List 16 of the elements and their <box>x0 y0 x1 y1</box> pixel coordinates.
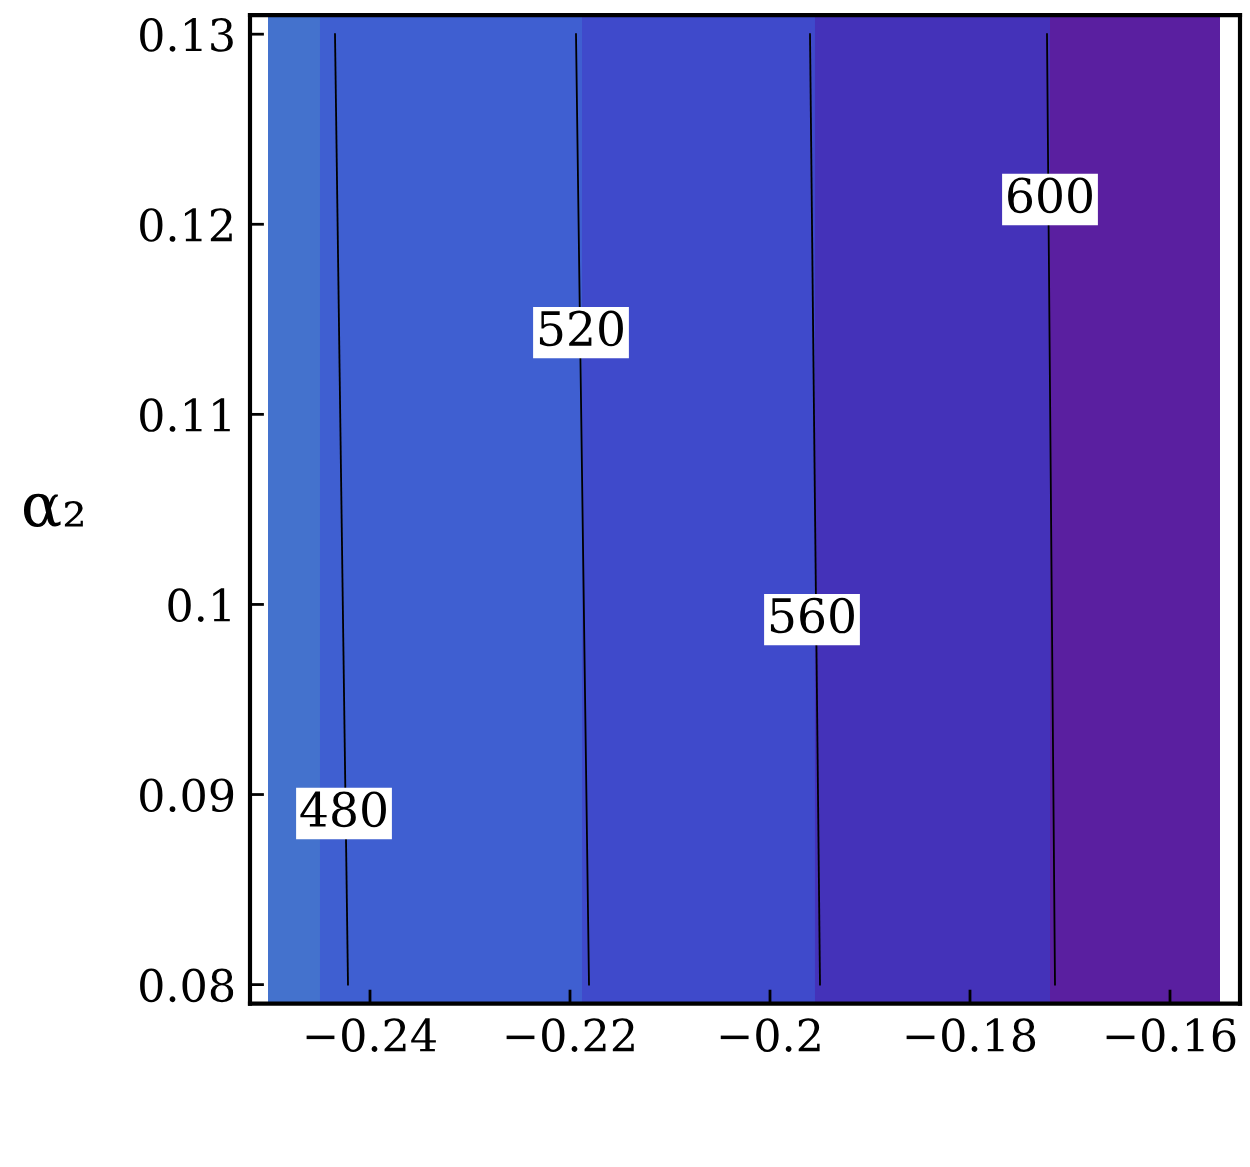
x-tick-label: −0.18 <box>906 1018 1036 1052</box>
x-tick-label: −0.2 <box>720 1018 820 1052</box>
y-tick-label: 0.11 <box>140 398 230 432</box>
y-tick-label: 0.09 <box>140 778 234 813</box>
x-tick-label: −0.16 <box>1106 1018 1236 1052</box>
annotation: 520 <box>539 310 623 347</box>
x-tick-label: −0.24 <box>306 1018 436 1052</box>
annotation: 600 <box>1008 177 1092 214</box>
y-tick-label: 0.08 <box>140 968 234 1003</box>
x-tick-label: −0.22 <box>506 1018 634 1052</box>
annotation: 480 <box>300 791 386 828</box>
annotation: 560 <box>770 597 854 634</box>
y-tick-label: 0.12 <box>140 208 232 242</box>
y-tick-label: 0.13 <box>140 18 233 52</box>
y-axis-title: α₂ <box>23 493 83 527</box>
y-tick-label: 0.1 <box>168 588 230 622</box>
